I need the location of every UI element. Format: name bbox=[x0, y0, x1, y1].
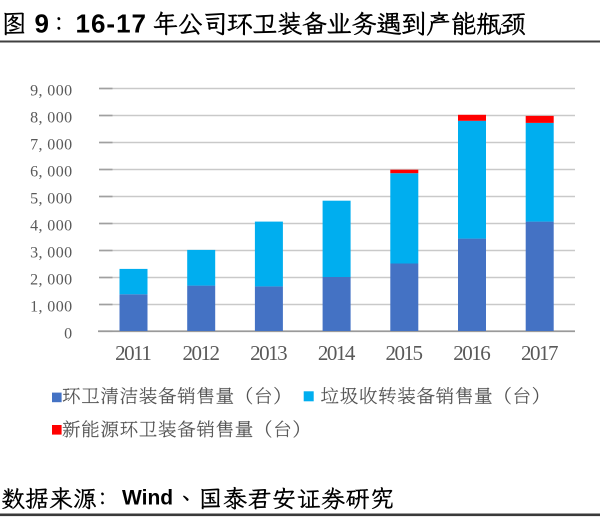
svg-text:2012: 2012 bbox=[182, 341, 219, 365]
svg-text:7, 000: 7, 000 bbox=[30, 136, 72, 153]
svg-text:2016: 2016 bbox=[453, 341, 490, 365]
svg-text:5, 000: 5, 000 bbox=[30, 190, 72, 207]
svg-text:3, 000: 3, 000 bbox=[30, 244, 72, 261]
svg-text:9: 9 bbox=[35, 9, 49, 39]
svg-text:9, 000: 9, 000 bbox=[30, 82, 72, 99]
svg-text:2015: 2015 bbox=[386, 341, 423, 365]
svg-text:16-17: 16-17 bbox=[76, 9, 148, 39]
svg-text:0: 0 bbox=[64, 326, 72, 343]
svg-text:2011: 2011 bbox=[115, 341, 151, 365]
svg-text:4, 000: 4, 000 bbox=[30, 217, 72, 234]
svg-text:2014: 2014 bbox=[318, 341, 356, 365]
svg-text:8, 000: 8, 000 bbox=[30, 109, 72, 126]
svg-text:2017: 2017 bbox=[521, 341, 558, 365]
svg-text:6, 000: 6, 000 bbox=[30, 163, 72, 180]
svg-text:2, 000: 2, 000 bbox=[30, 272, 72, 289]
svg-text:1, 000: 1, 000 bbox=[30, 299, 72, 316]
svg-text:Wind: Wind bbox=[122, 487, 173, 510]
svg-text:2013: 2013 bbox=[250, 341, 287, 365]
